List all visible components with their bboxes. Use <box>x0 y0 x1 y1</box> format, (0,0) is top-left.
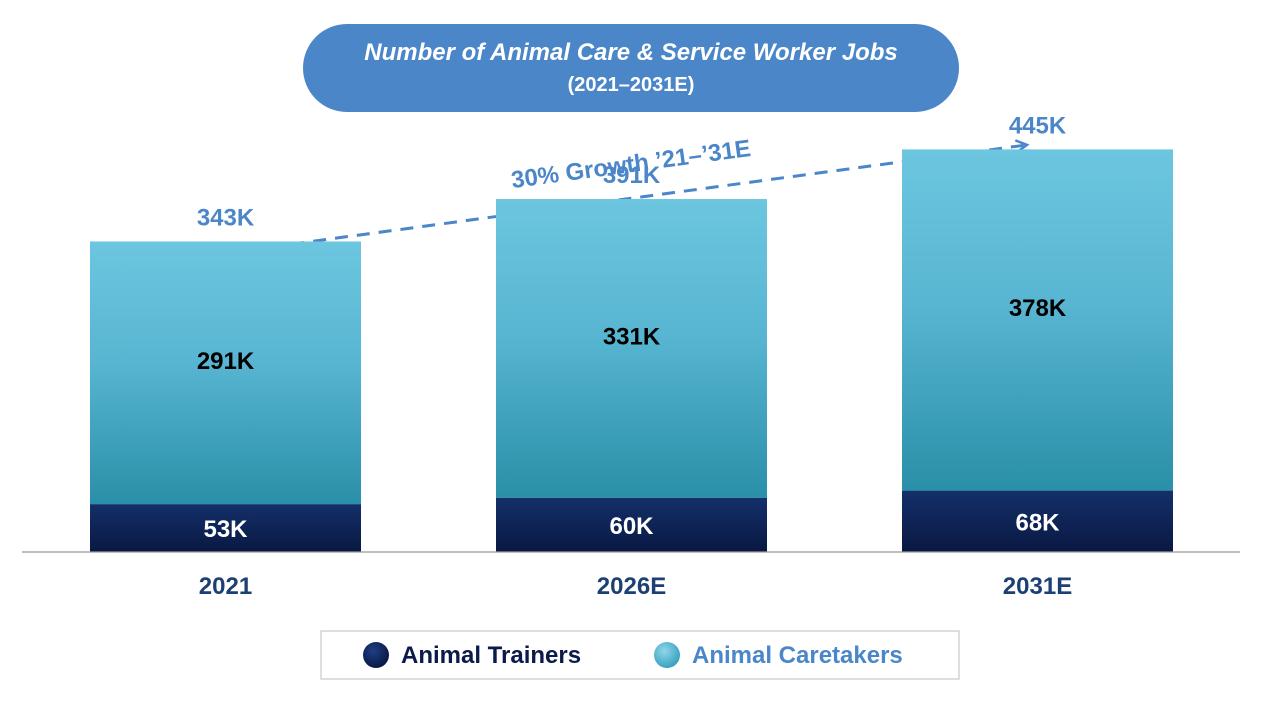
category-label-2021: 2021 <box>199 573 252 600</box>
bar-trainers-2026e <box>496 497 767 552</box>
x-axis-labels: 2021 2026E 2031E <box>199 573 1072 600</box>
chart-title-banner: Number of Animal Care & Service Worker J… <box>303 24 959 112</box>
category-label-2026e: 2026E <box>597 573 666 600</box>
value-label-trainers-2026e: 60K <box>609 513 654 540</box>
bar-caretakers-2021 <box>90 241 361 505</box>
legend: Animal Trainers Animal Caretakers <box>320 630 960 680</box>
bar-caretakers-2031e <box>902 149 1173 491</box>
value-label-trainers-2021: 53K <box>203 516 248 543</box>
category-label-2031e: 2031E <box>1003 573 1072 600</box>
value-label-trainers-2031e: 68K <box>1015 509 1060 536</box>
legend-label-animal-trainers: Animal Trainers <box>401 642 581 669</box>
bar-caretakers-2026e <box>496 199 767 498</box>
legend-box <box>320 630 960 680</box>
bar-trainers-2021 <box>90 504 361 552</box>
total-label-2031e: 445K <box>1009 112 1067 139</box>
title-pill <box>303 24 959 112</box>
legend-label-animal-caretakers: Animal Caretakers <box>692 642 903 669</box>
legend-swatch-animal-caretakers <box>654 642 680 668</box>
bar-group-2026e: 331K 60K 391K <box>496 162 767 552</box>
total-label-2021: 343K <box>197 204 255 231</box>
growth-arrow <box>225 139 1030 255</box>
bars-layer: 291K 53K 343K 331K 60K 391K 378K 68K 445K <box>90 112 1173 552</box>
value-label-caretakers-2031e: 378K <box>1009 295 1067 322</box>
chart-title: Number of Animal Care & Service Worker J… <box>364 39 898 66</box>
value-label-caretakers-2026e: 331K <box>603 323 661 350</box>
bar-trainers-2031e <box>902 490 1173 552</box>
legend-swatch-animal-trainers <box>363 642 389 668</box>
bar-group-2021: 291K 53K 343K <box>90 204 361 552</box>
chart-subtitle: (2021–2031E) <box>568 74 695 96</box>
bar-group-2031e: 378K 68K 445K <box>902 112 1173 552</box>
total-label-2026e: 391K <box>603 162 661 189</box>
value-label-caretakers-2021: 291K <box>197 348 255 375</box>
